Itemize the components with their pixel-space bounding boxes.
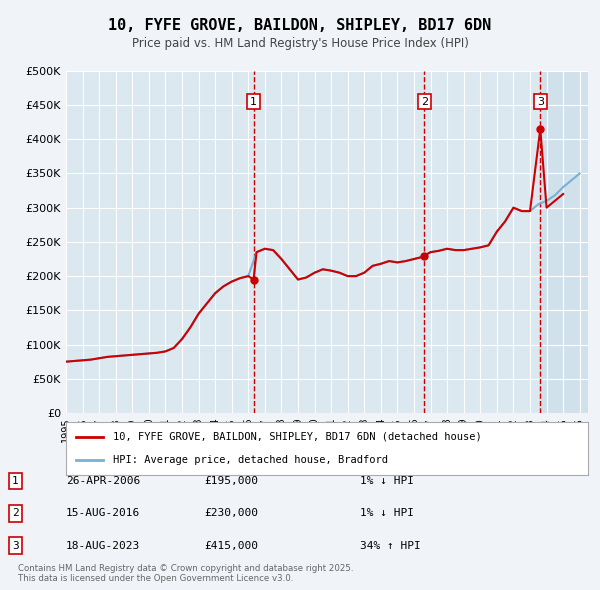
Text: 3: 3 — [537, 97, 544, 107]
Text: 2: 2 — [12, 509, 19, 518]
Text: £195,000: £195,000 — [204, 476, 258, 486]
Bar — [540, 71, 588, 413]
Text: 1: 1 — [250, 97, 257, 107]
Text: £415,000: £415,000 — [204, 541, 258, 550]
Text: 10, FYFE GROVE, BAILDON, SHIPLEY, BD17 6DN (detached house): 10, FYFE GROVE, BAILDON, SHIPLEY, BD17 6… — [113, 432, 482, 442]
Text: 3: 3 — [12, 541, 19, 550]
Text: Price paid vs. HM Land Registry's House Price Index (HPI): Price paid vs. HM Land Registry's House … — [131, 37, 469, 50]
Text: 1% ↓ HPI: 1% ↓ HPI — [360, 476, 414, 486]
Text: 1: 1 — [12, 476, 19, 486]
Text: 18-AUG-2023: 18-AUG-2023 — [66, 541, 140, 550]
Text: 26-APR-2006: 26-APR-2006 — [66, 476, 140, 486]
Text: Contains HM Land Registry data © Crown copyright and database right 2025.
This d: Contains HM Land Registry data © Crown c… — [18, 563, 353, 583]
Text: 15-AUG-2016: 15-AUG-2016 — [66, 509, 140, 518]
Text: 10, FYFE GROVE, BAILDON, SHIPLEY, BD17 6DN: 10, FYFE GROVE, BAILDON, SHIPLEY, BD17 6… — [109, 18, 491, 32]
Text: 1% ↓ HPI: 1% ↓ HPI — [360, 509, 414, 518]
Text: £230,000: £230,000 — [204, 509, 258, 518]
Text: 2: 2 — [421, 97, 428, 107]
Text: 34% ↑ HPI: 34% ↑ HPI — [360, 541, 421, 550]
Text: HPI: Average price, detached house, Bradford: HPI: Average price, detached house, Brad… — [113, 455, 388, 465]
